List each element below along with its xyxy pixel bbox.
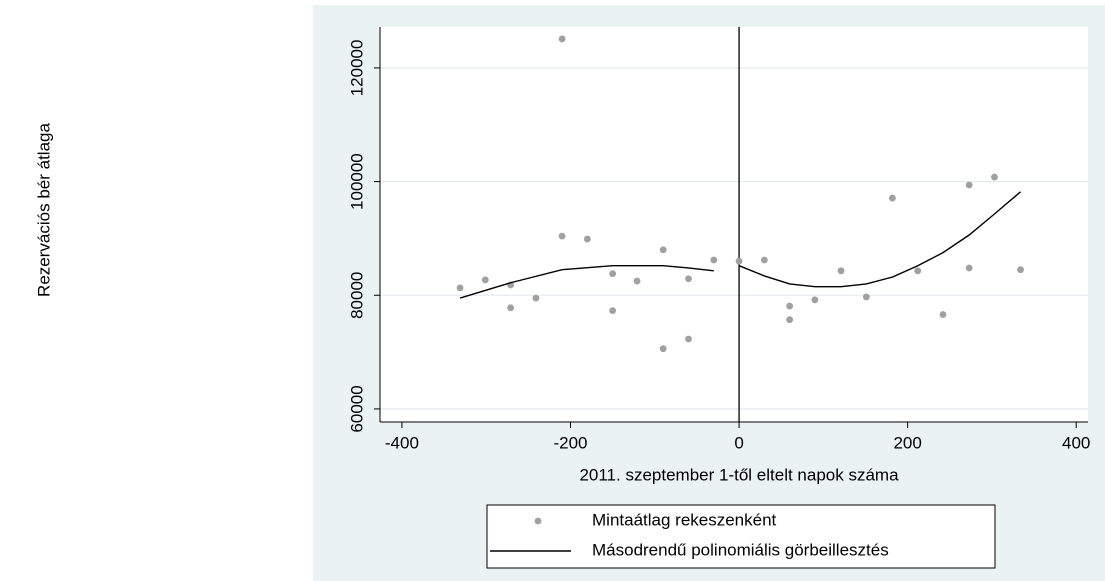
y-tick-label: 100000 — [347, 153, 366, 210]
data-point — [583, 235, 591, 243]
data-point — [609, 307, 617, 315]
data-point — [558, 232, 566, 240]
legend-label: Mintaátlag rekeszenként — [592, 510, 777, 529]
x-axis-label: 2011. szeptember 1-től eltelt napok szám… — [579, 465, 899, 484]
legend-label: Másodrendű polinomiális görbeillesztés — [592, 540, 889, 559]
data-point — [609, 270, 617, 278]
data-point — [914, 267, 922, 275]
fit-line — [459, 191, 1022, 299]
plot-area — [380, 27, 1088, 422]
data-point — [786, 316, 794, 324]
data-point — [507, 304, 515, 312]
data-point — [837, 267, 845, 275]
data-point — [811, 296, 819, 304]
data-point — [760, 256, 768, 264]
data-point — [659, 246, 667, 254]
x-tick-label: 0 — [734, 433, 743, 452]
data-point — [939, 311, 947, 318]
y-tick-label: 120000 — [347, 40, 366, 97]
data-point — [633, 277, 641, 285]
data-point — [735, 257, 743, 265]
y-axis-label: Rezervációs bér átlaga — [34, 123, 53, 297]
data-point — [685, 275, 692, 283]
x-tick-label: -400 — [385, 433, 419, 452]
data-point — [965, 181, 973, 189]
y-tick-label: 80000 — [347, 272, 366, 319]
data-point — [991, 173, 998, 181]
data-point — [786, 302, 794, 310]
x-tick-label: -200 — [553, 433, 587, 452]
data-point — [481, 276, 489, 284]
data-point — [862, 293, 870, 301]
data-point — [456, 284, 464, 292]
x-tick-label: 400 — [1062, 433, 1090, 452]
data-point — [659, 345, 667, 353]
data-point — [685, 335, 692, 343]
data-point — [558, 35, 566, 43]
x-tick-label: 200 — [893, 433, 921, 452]
legend — [486, 504, 996, 569]
data-point — [965, 264, 973, 272]
data-point — [1017, 266, 1024, 274]
y-tick-label: 60000 — [347, 385, 366, 432]
data-point — [889, 194, 896, 202]
data-point — [532, 294, 540, 302]
data-point — [710, 256, 718, 264]
legend-symbol — [534, 517, 542, 525]
